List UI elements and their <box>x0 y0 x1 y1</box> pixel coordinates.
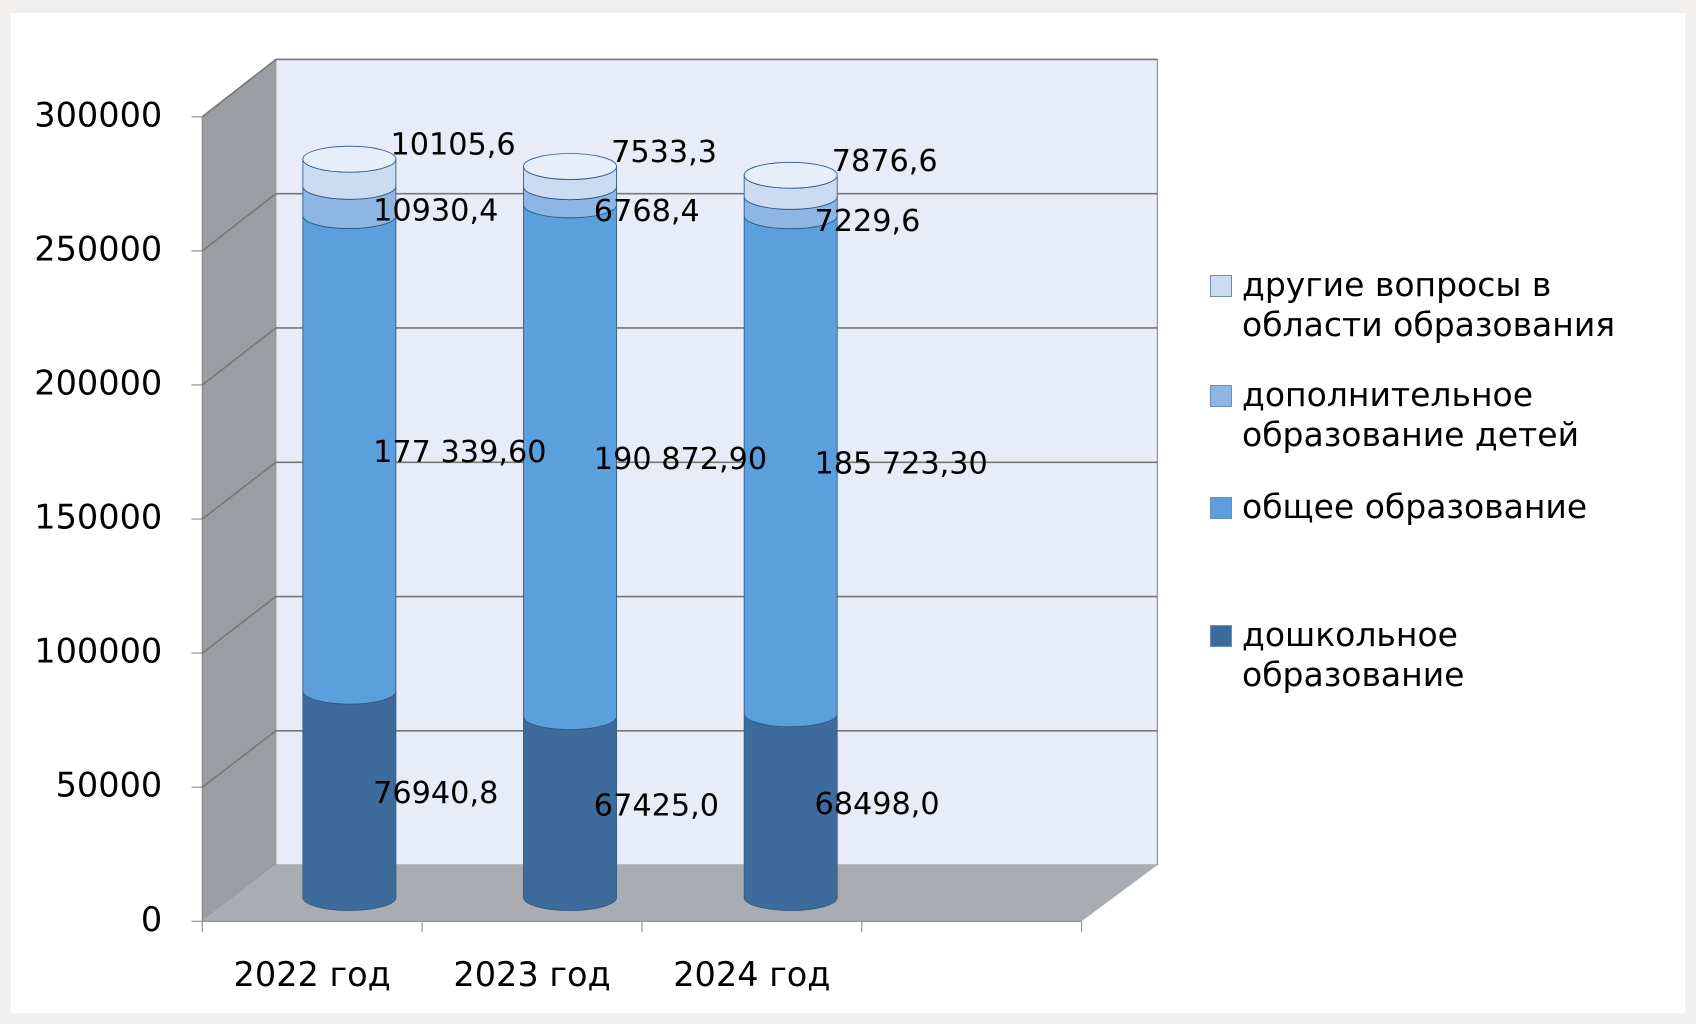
data-label: 177 339,60 <box>373 435 546 470</box>
bar-top <box>523 153 617 180</box>
grid-line <box>201 595 277 654</box>
y-tick-label: 0 <box>141 900 162 939</box>
legend-swatch <box>1210 497 1232 519</box>
legend-entry: дошкольное образование <box>1210 615 1690 694</box>
bars <box>302 145 838 911</box>
grid-line <box>201 193 277 252</box>
data-label: 76940,8 <box>373 776 498 811</box>
y-tick-label: 200000 <box>34 363 162 402</box>
y-tick-label: 50000 <box>56 766 163 805</box>
legend-label: дополнительное образование детей <box>1242 375 1580 454</box>
data-label: 7533,3 <box>611 135 717 170</box>
data-label: 6768,4 <box>594 194 700 229</box>
grid-line <box>201 327 277 386</box>
legend-label: другие вопросы в области образования <box>1242 265 1616 344</box>
grid: 0 50000 100000 150000 200000 250000 300000 <box>34 58 1158 939</box>
y-tick-label: 150000 <box>34 498 162 537</box>
legend-swatch <box>1210 385 1232 407</box>
data-label: 7876,6 <box>832 144 938 179</box>
legend-label: общее образование <box>1242 487 1588 526</box>
legend-swatch <box>1210 275 1232 297</box>
legend-entry: общее образование <box>1210 487 1690 527</box>
x-tick-label: 2024 год <box>673 955 830 994</box>
y-tick-label: 100000 <box>34 632 162 671</box>
y-tick-label: 250000 <box>34 229 162 268</box>
grid-line <box>201 58 277 118</box>
legend-swatch <box>1210 625 1232 647</box>
legend-entry: дополнительное образование детей <box>1210 375 1690 454</box>
data-label: 10105,6 <box>390 128 515 163</box>
grid-line <box>201 461 277 520</box>
data-label: 10930,4 <box>373 194 498 229</box>
legend-entry: другие вопросы в области образования <box>1210 265 1690 344</box>
floor <box>202 865 1158 922</box>
data-label: 190 872,90 <box>594 442 767 477</box>
data-label: 7229,6 <box>814 204 920 239</box>
legend-label: дошкольное образование <box>1242 615 1465 694</box>
x-tick-label: 2022 год <box>234 955 391 994</box>
y-tick-label: 300000 <box>34 95 162 134</box>
labels: 2022 год 76940,8 177 339,60 10930,4 10105,6 2… <box>234 128 988 994</box>
data-label: 67425,0 <box>594 789 719 824</box>
data-label: 185 723,30 <box>814 446 987 481</box>
grid-line <box>201 730 277 788</box>
data-label: 68498,0 <box>814 787 939 822</box>
bar-top <box>743 161 838 189</box>
x-tick-label: 2023 год <box>453 955 610 994</box>
bar-top <box>302 145 397 173</box>
